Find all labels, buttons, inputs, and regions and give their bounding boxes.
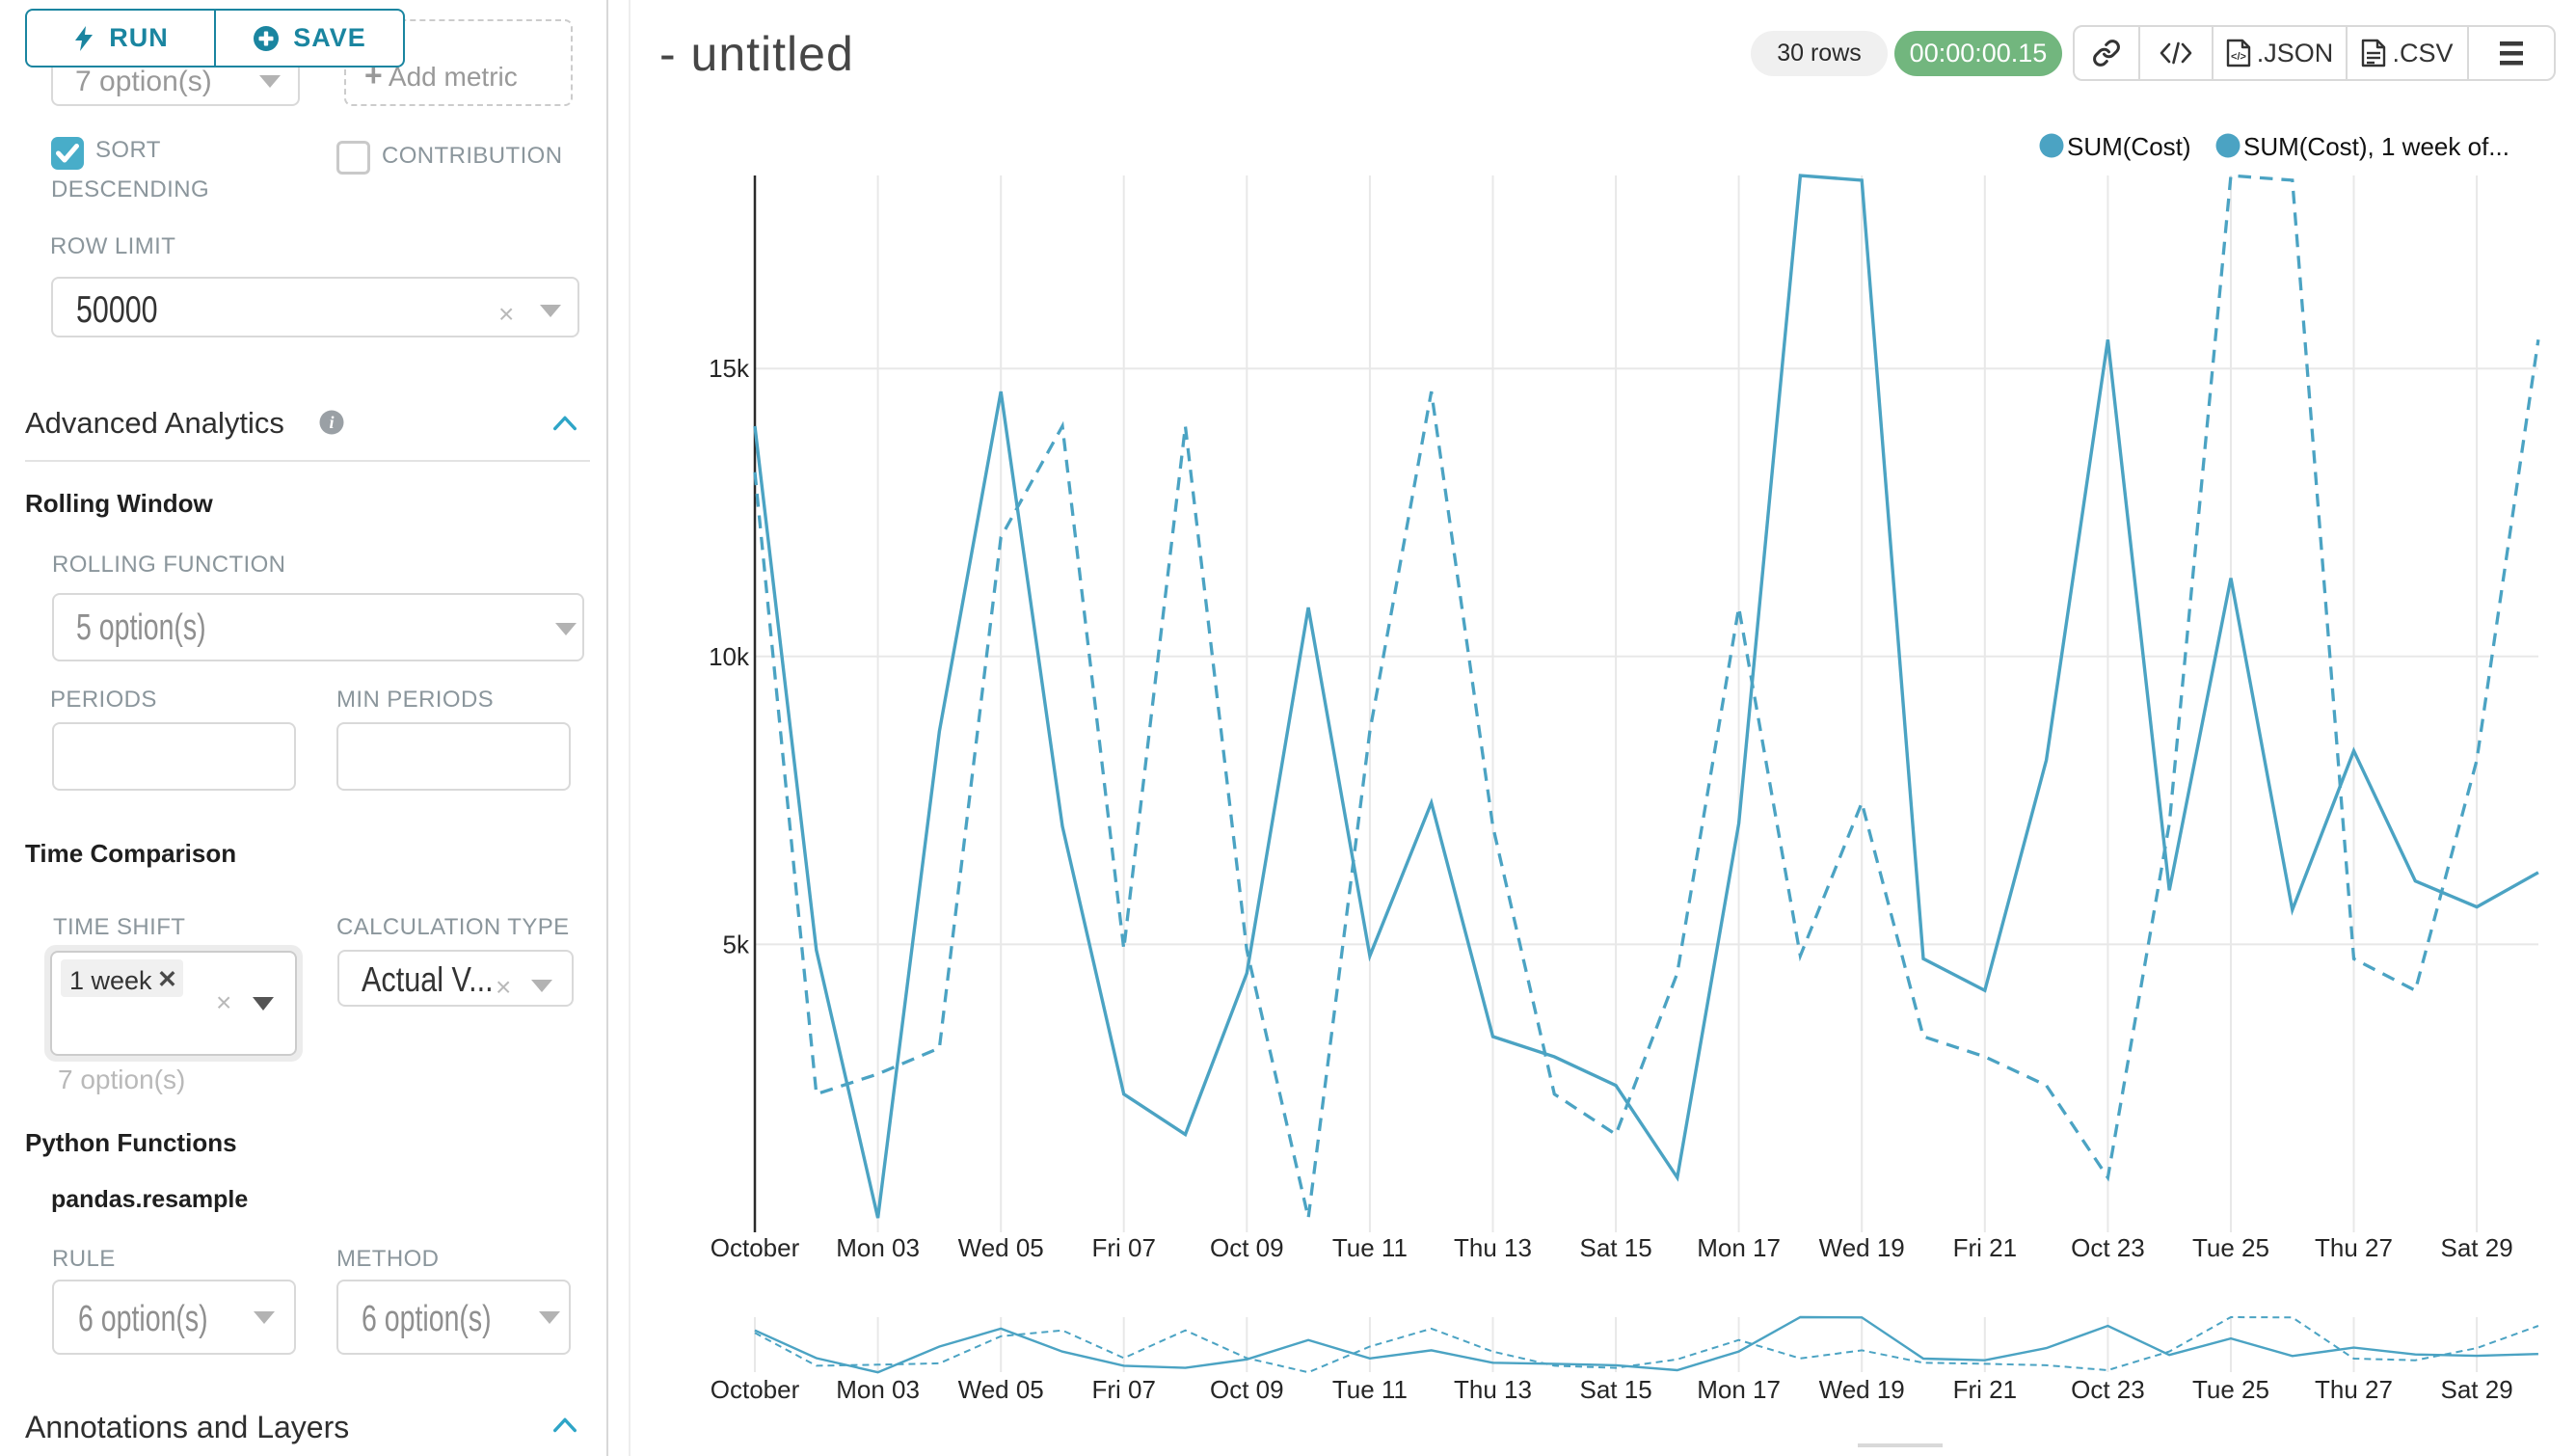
- svg-text:Wed 19: Wed 19: [1819, 1375, 1905, 1404]
- svg-text:Oct 23: Oct 23: [2071, 1375, 2145, 1404]
- svg-text:Fri 07: Fri 07: [1091, 1375, 1155, 1404]
- svg-text:Wed 05: Wed 05: [958, 1375, 1044, 1404]
- svg-text:Thu 27: Thu 27: [2315, 1375, 2393, 1404]
- svg-text:Fri 21: Fri 21: [1953, 1375, 2017, 1404]
- svg-text:Tue 25: Tue 25: [2192, 1233, 2269, 1262]
- svg-text:Oct 23: Oct 23: [2071, 1233, 2145, 1262]
- svg-text:Mon 17: Mon 17: [1697, 1375, 1781, 1404]
- svg-text:Sat 15: Sat 15: [1580, 1233, 1652, 1262]
- svg-text:Sat 29: Sat 29: [2441, 1375, 2513, 1404]
- svg-text:SUM(Cost), 1 week of...: SUM(Cost), 1 week of...: [2243, 132, 2509, 161]
- svg-text:Tue 25: Tue 25: [2192, 1375, 2269, 1404]
- svg-text:Tue 11: Tue 11: [1332, 1375, 1408, 1404]
- svg-text:10k: 10k: [709, 642, 750, 671]
- svg-text:October: October: [711, 1375, 800, 1404]
- svg-text:Mon 03: Mon 03: [836, 1375, 920, 1404]
- svg-text:Tue 11: Tue 11: [1332, 1233, 1408, 1262]
- svg-text:Mon 03: Mon 03: [836, 1233, 920, 1262]
- svg-text:Thu 27: Thu 27: [2315, 1233, 2393, 1262]
- svg-text:Oct 09: Oct 09: [1210, 1375, 1284, 1404]
- svg-text:SUM(Cost): SUM(Cost): [2067, 132, 2191, 161]
- svg-text:i: i: [329, 413, 334, 432]
- svg-text:Sat 15: Sat 15: [1580, 1375, 1652, 1404]
- svg-text:Wed 19: Wed 19: [1819, 1233, 1905, 1262]
- svg-text:Fri 07: Fri 07: [1091, 1233, 1155, 1262]
- svg-text:5k: 5k: [723, 930, 750, 958]
- svg-text:Oct 09: Oct 09: [1210, 1233, 1284, 1262]
- svg-text:October: October: [711, 1233, 800, 1262]
- svg-text:</>: </>: [2231, 51, 2246, 63]
- svg-text:Fri 21: Fri 21: [1953, 1233, 2017, 1262]
- svg-text:15k: 15k: [709, 354, 750, 383]
- svg-text:Mon 17: Mon 17: [1697, 1233, 1781, 1262]
- svg-text:Sat 29: Sat 29: [2441, 1233, 2513, 1262]
- svg-text:Thu 13: Thu 13: [1454, 1233, 1532, 1262]
- svg-text:Thu 13: Thu 13: [1454, 1375, 1532, 1404]
- svg-text:Wed 05: Wed 05: [958, 1233, 1044, 1262]
